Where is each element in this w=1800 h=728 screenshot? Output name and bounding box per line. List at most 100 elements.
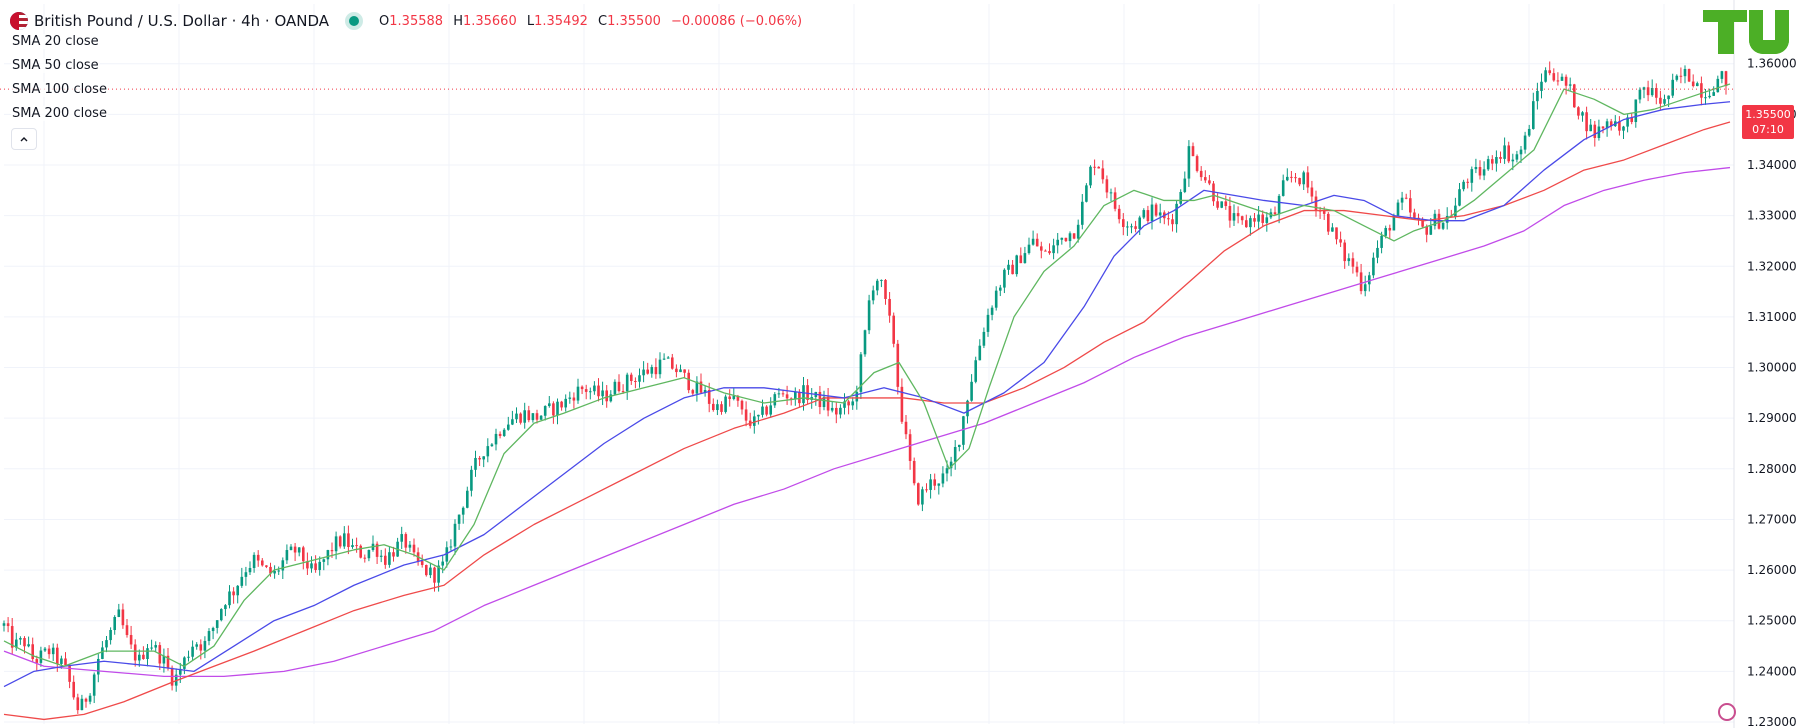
candle-body — [490, 444, 494, 447]
candle-body — [1655, 88, 1658, 98]
candle-body — [1040, 246, 1043, 251]
candle-body — [445, 547, 449, 562]
candle-body — [1560, 76, 1564, 81]
candle-body — [1724, 71, 1728, 87]
tradingview-logo-icon[interactable] — [1703, 10, 1791, 56]
candle-body — [355, 545, 358, 547]
candle-body — [1679, 75, 1683, 77]
candle-body — [707, 390, 711, 404]
candle-body — [47, 648, 51, 655]
candle-body — [560, 401, 563, 408]
candle-body — [1277, 195, 1281, 215]
legend-sma-200[interactable]: SMA 200 close — [11, 106, 108, 121]
candle-body — [1376, 247, 1379, 258]
candle-body — [113, 616, 116, 631]
candle-body — [1601, 126, 1605, 129]
collapse-legend-button[interactable] — [11, 128, 37, 150]
candle-body — [1503, 145, 1506, 159]
legend-sma-100[interactable]: SMA 100 close — [11, 82, 108, 97]
candle-body — [125, 625, 129, 636]
candle-body — [1618, 121, 1621, 131]
candle-body — [564, 398, 567, 408]
candle-body — [343, 533, 346, 547]
close-value: 1.35500 — [607, 13, 661, 29]
candle-body — [1056, 239, 1059, 246]
legend-sma-100-name: SMA — [12, 82, 41, 97]
candle-body — [1646, 87, 1650, 96]
candles — [2, 61, 1728, 714]
candle-body — [609, 394, 613, 402]
candle-body — [761, 406, 764, 415]
candle-body — [302, 547, 305, 562]
candle-body — [978, 345, 982, 361]
candle-body — [1072, 233, 1076, 239]
candle-body — [215, 620, 219, 628]
y-tick-label: 1.29000 — [1747, 411, 1797, 425]
tradingview-circle-icon[interactable] — [1718, 703, 1736, 721]
candle-body — [1556, 80, 1560, 82]
candle-body — [1577, 107, 1580, 116]
candle-body — [781, 393, 785, 395]
candle-body — [1359, 272, 1363, 292]
candle-body — [1372, 257, 1375, 276]
candle-body — [970, 381, 973, 401]
candle-body — [388, 552, 391, 565]
candle-body — [572, 397, 576, 401]
candle-body — [1527, 128, 1531, 136]
candle-body — [502, 429, 506, 436]
candle-body — [1544, 70, 1547, 82]
symbol-title[interactable]: British Pound / U.S. Dollar · 4h · OANDA — [34, 12, 330, 30]
y-tick-label: 1.26000 — [1747, 563, 1797, 577]
legend-sma-50-params: 50 close — [44, 58, 99, 73]
candle-body — [1683, 68, 1687, 77]
candle-body — [1109, 192, 1113, 194]
candle-body — [142, 654, 145, 660]
candle-body — [330, 550, 334, 552]
candle-body — [1671, 79, 1674, 96]
candle-body — [1339, 239, 1342, 243]
candle-body — [556, 401, 559, 416]
candle-body — [367, 550, 371, 559]
candle-body — [1704, 97, 1707, 99]
candle-body — [962, 416, 965, 445]
candle-body — [1700, 83, 1703, 98]
candle-body — [10, 626, 14, 648]
candle-body — [1257, 214, 1260, 222]
candle-body — [1261, 214, 1264, 223]
legend-sma-50[interactable]: SMA 50 close — [11, 58, 100, 73]
legend-sma-20[interactable]: SMA 20 close — [11, 34, 100, 49]
candle-body — [835, 407, 838, 415]
candle-body — [613, 381, 617, 395]
candle-body — [925, 489, 928, 491]
candle-body — [408, 544, 412, 548]
candle-body — [293, 546, 297, 553]
candle-body — [224, 605, 227, 610]
candle-body — [310, 563, 313, 569]
low-label: L — [526, 13, 535, 29]
candle-body — [1470, 169, 1474, 183]
candle-body — [183, 657, 186, 669]
candle-body — [138, 654, 141, 661]
candle-body — [1573, 84, 1576, 108]
candle-body — [1183, 178, 1187, 192]
legend-sma-200-params: 200 close — [44, 106, 107, 121]
y-tick-label: 1.25000 — [1747, 614, 1797, 628]
candle-body — [912, 460, 916, 484]
candle-body — [1171, 219, 1174, 225]
candle-body — [543, 406, 547, 416]
y-tick-label: 1.28000 — [1747, 462, 1797, 476]
candle-body — [1105, 179, 1109, 193]
candle-body — [1122, 219, 1125, 227]
candle-body — [1142, 210, 1146, 218]
candle-body — [1101, 168, 1105, 180]
candle-body — [1240, 216, 1244, 221]
candle-body — [1314, 196, 1318, 211]
candle-body — [400, 534, 403, 542]
candle-body — [1720, 71, 1724, 79]
candle-body — [994, 290, 998, 308]
candle-body — [1687, 68, 1691, 82]
candle-body — [166, 655, 170, 668]
candle-body — [1650, 88, 1654, 96]
candle-body — [699, 381, 703, 393]
